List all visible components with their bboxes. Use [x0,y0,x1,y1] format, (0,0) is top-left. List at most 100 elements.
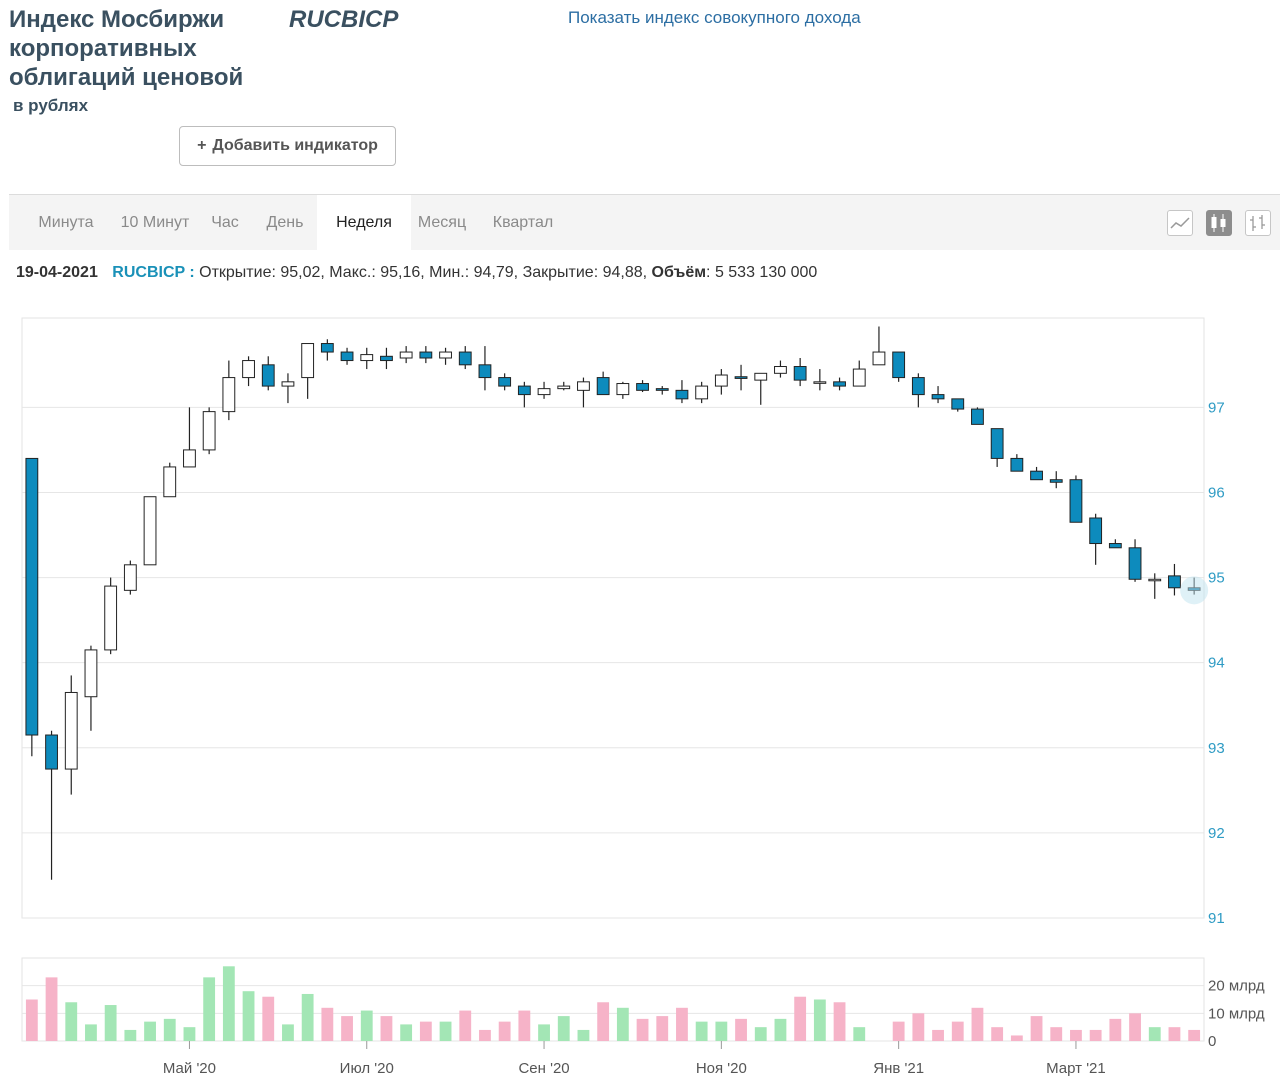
info-date: 19-04-2021 [16,264,98,281]
volume-bar [1070,1029,1082,1041]
price-plot-frame [21,317,1205,919]
x-tick-label: Июл '20 [340,1060,394,1077]
candle-body [675,389,689,400]
volume-tick-label: 20 млрд [1208,978,1265,995]
plus-icon: + [197,137,207,154]
candle-body [990,428,1004,459]
volume-bar [1129,1013,1141,1041]
volume-bar [144,1021,156,1041]
candle-body [557,385,571,390]
candle-body [813,381,827,384]
candle-body [911,377,925,396]
info-volume-label: Объём [651,264,707,281]
candle-body [971,408,984,425]
volume-plot-frame [21,957,1205,1042]
volume-bar [794,996,807,1041]
candle-body [596,377,610,396]
volume-bar [676,1007,688,1041]
x-tick-label: Ноя '20 [696,1060,747,1077]
volume-bar [1010,1035,1023,1041]
volume-bar [321,1007,334,1041]
volume-bar [459,1010,472,1041]
tab-quarter[interactable]: Квартал [492,214,554,231]
x-tick-label: Сен '20 [518,1060,569,1077]
candle-body [360,354,374,362]
volume-bar [715,1021,728,1041]
candle-body [202,411,216,451]
x-tick-label: Март '21 [1046,1060,1106,1077]
candlestick-chart[interactable]: 91 92 93 94 95 96 97 0 10 млрд 20 млрд Май '20 Июл … [0,300,1280,1079]
volume-bar [774,1018,787,1041]
volume-bar [656,1016,669,1041]
volume-tick-label: 10 млрд [1208,1005,1265,1022]
volume-bar [104,1005,117,1041]
info-low: 94,79 [473,264,514,281]
x-tick-label: Май '20 [163,1060,216,1077]
candle-body [123,564,137,591]
volume-bar [1030,1016,1043,1041]
volume-bar [833,1002,846,1041]
volume-bar [25,999,38,1041]
candlestick-chart-button[interactable] [1206,210,1232,236]
volume-bar [616,1007,629,1041]
candle-body [222,377,236,413]
ohlc-bar-chart-icon [1250,215,1265,231]
volume-tick-label: 0 [1208,1033,1216,1050]
candle-body [577,381,590,391]
tab-day[interactable]: День [266,214,304,231]
volume-bar [439,1021,452,1041]
info-high: 95,16 [380,264,421,281]
candle-body [1128,547,1142,580]
volume-bar [1109,1018,1122,1041]
candle-body [45,734,58,770]
candle-body [242,360,255,379]
volume-bar [419,1021,432,1041]
candle-body [281,381,295,387]
volume-bar [813,999,826,1041]
candle-body [84,649,98,698]
candle-body [1030,470,1043,481]
volume-bar [636,1018,649,1041]
candle-body [261,364,275,387]
tab-10-minutes[interactable]: 10 Минут [120,214,190,231]
volume-bar [557,1016,570,1041]
total-return-link[interactable]: Показать индекс совокупного дохода [568,8,861,27]
candle-body [714,374,728,387]
add-indicator-button[interactable]: + Добавить индикатор [179,126,396,166]
volume-bar [45,977,58,1041]
tab-hour[interactable]: Час [211,214,239,231]
price-tick-label: 93 [1208,740,1225,757]
ohlc-chart-button[interactable] [1245,210,1271,236]
x-tick-label: Янв '21 [873,1060,924,1077]
candle-body [1089,517,1103,545]
price-tick-label: 91 [1208,910,1225,927]
candle-body [399,351,413,359]
tab-month[interactable]: Месяц [417,214,467,231]
volume-bar [1050,1027,1063,1041]
volume-bar [222,966,235,1041]
price-tick-label: 94 [1208,655,1225,672]
volume-bar [301,993,314,1041]
volume-bar [577,1029,590,1041]
line-chart-button[interactable] [1167,210,1193,236]
volume-bar [183,1027,196,1041]
interval-tabs: Минута 10 Минут Час День Неделя Месяц Кв… [9,194,1280,251]
volume-bar [65,1002,78,1041]
tab-week[interactable]: Неделя [317,195,411,251]
volume-bar [341,1016,353,1041]
page-title: Индекс Мосбиржи корпоративных облигаций … [9,6,244,91]
volume-bar [695,1021,708,1041]
candle-body [104,585,118,651]
volume-bar [1188,1029,1201,1041]
ohlc-info-line: 19-04-2021 RUCBICP : Открытие: 95,02, Ма… [16,264,818,281]
candle-body [1049,479,1063,483]
candle-body [1069,479,1083,523]
candle-body [498,377,512,387]
candle-body [833,381,846,387]
info-close: 94,88 [602,264,643,281]
candle-body [616,383,630,396]
volume-bar [754,1027,767,1041]
info-open-label: Открытие: [199,264,276,281]
tab-minute[interactable]: Минута [38,214,94,231]
candle-body [419,351,433,359]
